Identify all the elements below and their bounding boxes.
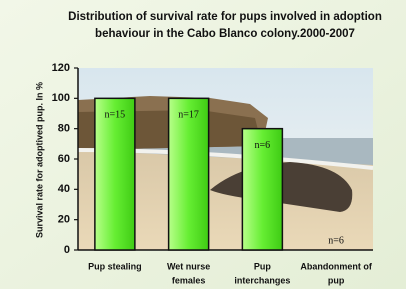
x-tick-label: Pup	[254, 261, 272, 271]
x-tick-label: females	[172, 275, 206, 285]
chart-title: behaviour in the Cabo Blanco colony.2000…	[95, 28, 355, 40]
y-tick-label: 0	[64, 244, 70, 256]
y-tick-label: 120	[52, 62, 70, 74]
bar	[95, 98, 135, 250]
bar-annotation: n=6	[255, 140, 271, 151]
y-tick-label: 100	[52, 92, 70, 104]
y-tick-label: 40	[58, 183, 70, 195]
bar-annotation: n=15	[105, 110, 126, 121]
y-tick-label: 20	[58, 214, 70, 226]
bar-annotation: n=17	[178, 110, 199, 121]
bar-annotation: n=6	[328, 235, 344, 246]
chart-title: Distribution of survival rate for pups i…	[68, 11, 382, 23]
y-tick-label: 80	[58, 123, 70, 135]
x-tick-label: interchanges	[234, 275, 290, 285]
y-tick-label: 60	[58, 153, 70, 165]
chart: Distribution of survival rate for pups i…	[0, 0, 406, 289]
y-axis-label: Survival rate for adoptived pup. In %	[34, 82, 44, 238]
x-tick-label: Wet nurse	[167, 261, 210, 271]
bar	[169, 98, 209, 250]
x-tick-label: Abandonment of	[300, 261, 372, 271]
x-tick-label: pup	[328, 275, 345, 285]
x-tick-label: Pup stealing	[88, 261, 142, 271]
